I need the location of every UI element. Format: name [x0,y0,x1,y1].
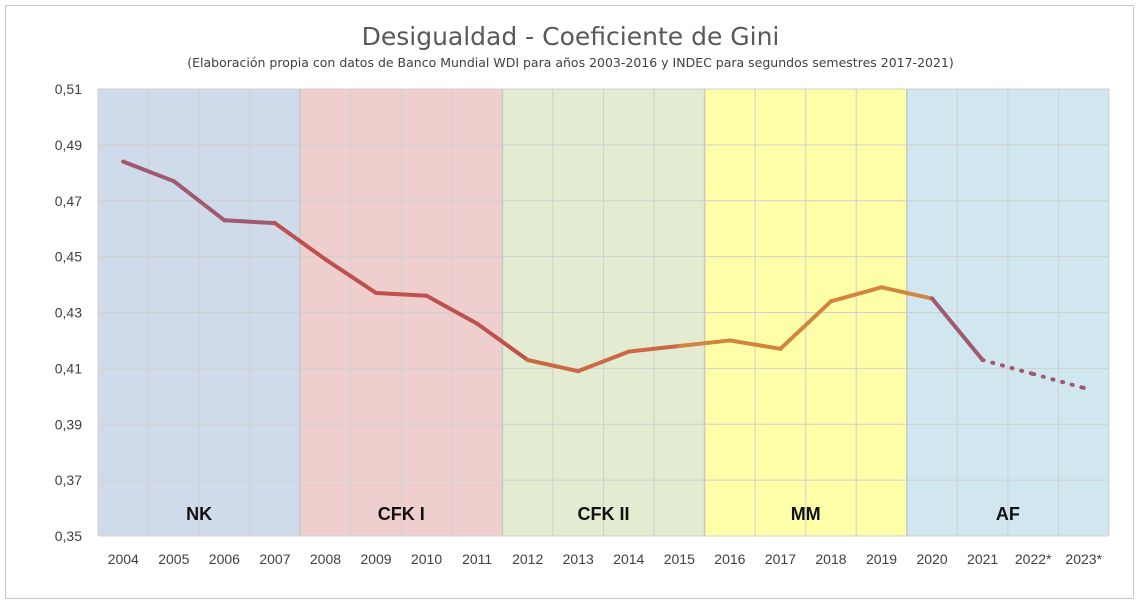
data-point [828,299,833,304]
data-point [525,357,530,362]
data-point [222,218,227,223]
line-segment [374,290,429,298]
line-segment [323,257,379,295]
period-label: NK [186,504,212,524]
line-segment [222,218,277,226]
line-segment [171,179,227,223]
y-tick-label: 0,37 [55,472,82,488]
data-point [879,285,884,290]
x-tick-label: 2010 [411,551,442,567]
period-label: AF [996,504,1020,524]
x-tick-label: 2017 [765,551,796,567]
x-tick-label: 2018 [815,551,846,567]
x-tick-label: 2008 [310,551,341,567]
period-label: CFK II [578,504,630,524]
line-segment [121,159,176,184]
axis-labels: NK CFK I CFK II MM AF 0,51 0,49 0,47 0,45 0,43 0,4… [55,81,1103,567]
line-segment [525,357,581,374]
gini-series [121,159,1086,390]
data-point [475,321,480,326]
data-point [677,344,682,349]
data-point [374,290,379,295]
y-tick-label: 0,43 [55,305,82,321]
x-tick-label: 2019 [866,551,897,567]
projected-segment [1031,371,1086,390]
data-point [1031,371,1036,376]
x-tick-label: 2007 [259,551,290,567]
chart-subtitle: (Elaboración propia con datos de Banco M… [187,55,954,70]
data-point [121,159,126,164]
x-tick-label: 2009 [360,551,391,567]
data-point [930,296,935,301]
data-point [980,357,985,362]
data-point [1081,385,1086,390]
x-tick-label: 2004 [108,551,139,567]
y-tick-label: 0,45 [55,249,82,265]
x-tick-label: 2006 [209,551,240,567]
x-tick-label: 2022* [1015,551,1052,567]
y-tick-label: 0,39 [55,416,82,432]
line-segment [272,221,328,262]
y-tick-label: 0,49 [55,137,82,153]
data-point [424,293,429,298]
line-segment [727,338,783,351]
period-label: MM [791,504,821,524]
data-point [323,257,328,262]
data-point [727,338,732,343]
line-segment [879,285,935,301]
y-tick-label: 0,47 [55,193,82,209]
data-point [171,179,176,184]
x-tick-label: 2011 [462,551,492,567]
line-segment [930,296,985,362]
y-tick-label: 0,35 [55,528,82,544]
x-tick-label: 2015 [664,551,695,567]
x-tick-label: 2013 [563,551,594,567]
data-point [778,346,783,351]
data-point [626,349,631,354]
line-segment [576,349,631,374]
line-segment [828,285,884,304]
line-segment [475,321,530,362]
x-tick-label: 2016 [714,551,745,567]
chart-title: Desigualdad - Coeficiente de Gini [361,22,780,51]
x-tick-label: 2005 [158,551,189,567]
y-tick-label: 0,51 [55,81,82,97]
data-point [576,369,581,374]
period-label: CFK I [378,504,425,524]
line-segment [626,344,682,354]
y-tick-label: 0,41 [55,360,82,376]
line-segment [677,338,732,349]
projected-segment [980,357,1036,376]
x-tick-label: 2021 [967,551,998,567]
gridlines [97,88,1110,537]
line-segment [778,299,833,351]
x-tick-label: 2014 [613,551,644,567]
x-tick-label: 2012 [512,551,543,567]
line-segment [424,293,480,326]
data-point [272,221,277,226]
x-tick-label: 2023* [1065,551,1102,567]
x-tick-label: 2020 [916,551,947,567]
